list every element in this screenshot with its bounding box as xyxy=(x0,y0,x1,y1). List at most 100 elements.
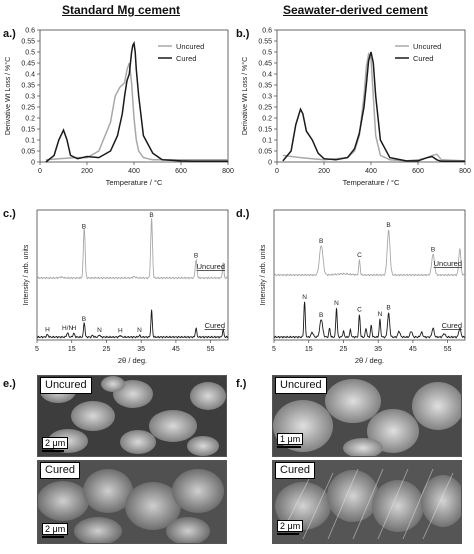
sem-micrograph-texture xyxy=(273,461,461,543)
y-tick-label: 0.55 xyxy=(258,39,272,46)
x-tick-label: 15 xyxy=(305,346,313,353)
peak-label: H/N xyxy=(62,325,74,332)
xrd-chart-standard: 5 15 25 35 45 55 2θ / deg. Intensity / arb. uni… xyxy=(23,209,229,365)
y-tick-label: 0.35 xyxy=(258,83,272,90)
legend-entry: Cured xyxy=(176,54,196,63)
scale-bar: 2 μm xyxy=(42,523,69,538)
peak-label: H xyxy=(45,327,50,334)
xrd-pattern-uncured xyxy=(273,229,466,277)
scale-label: 1 μm xyxy=(277,433,304,445)
peak-label: B xyxy=(82,224,86,231)
peak-label: B xyxy=(82,316,86,323)
scale-label: 2 μm xyxy=(42,437,69,449)
peak-label: N xyxy=(302,294,307,301)
x-tick-label: 600 xyxy=(412,168,424,175)
scale-label: 2 μm xyxy=(42,523,69,535)
y-tick-label: 0.55 xyxy=(21,39,35,46)
scale-bar: 1 μm xyxy=(277,433,304,448)
x-tick-label: 25 xyxy=(340,346,348,353)
panel-label-d: d.) xyxy=(236,208,250,220)
y-axis-label: Intensity / arb. units xyxy=(260,244,267,305)
y-tick-label: 0.3 xyxy=(25,94,35,101)
x-tick-label: 35 xyxy=(137,346,145,353)
peak-label: N xyxy=(97,327,102,334)
series-label-cured: Cured xyxy=(205,321,225,330)
x-tick-label: 400 xyxy=(365,168,377,175)
sem-micrograph-texture xyxy=(38,461,226,543)
peak-label: H xyxy=(71,325,76,332)
plot-frame xyxy=(36,209,229,341)
x-tick-label: 5 xyxy=(35,346,39,353)
x-tick-label: 0 xyxy=(275,168,279,175)
y-tick-label: 0.25 xyxy=(258,105,272,112)
x-tick-label: 400 xyxy=(128,168,140,175)
peak-label: B xyxy=(319,238,323,245)
sem-image-standard-uncured: Uncured 2 μm xyxy=(37,375,227,457)
legend-entry: Uncured xyxy=(413,42,441,51)
y-axis-label: Derivative Wt Loss / %°C xyxy=(4,57,12,135)
y-tick-label: 0.45 xyxy=(258,61,272,68)
x-tick-label: 5 xyxy=(272,346,276,353)
panel-label-e: e.) xyxy=(3,378,16,390)
peak-label: B xyxy=(149,212,153,219)
x-tick-label: 800 xyxy=(222,168,234,175)
panel-label-f: f.) xyxy=(236,378,247,390)
xrd-pattern-cured xyxy=(273,301,466,339)
y-tick-label: 0.35 xyxy=(21,83,35,90)
peak-label: B xyxy=(386,305,390,312)
peak-label: B xyxy=(431,246,435,253)
y-tick-label: 0.4 xyxy=(25,72,35,79)
y-tick-label: 0.15 xyxy=(258,127,272,134)
peak-label: H xyxy=(118,328,123,335)
series-line-cured xyxy=(282,51,465,163)
series-label-uncured: Uncured xyxy=(197,262,225,271)
peak-label: B xyxy=(194,252,198,259)
y-tick-label: 0.6 xyxy=(25,28,35,35)
y-tick-label: 0.3 xyxy=(262,94,272,101)
sem-image-seawater-uncured: Uncured 1 μm xyxy=(272,375,462,457)
x-axis-label: Temperature / °C xyxy=(106,178,163,187)
y-tick-label: 0 xyxy=(31,160,35,167)
left-column-title: Standard Mg cement xyxy=(62,3,181,17)
x-tick-label: 55 xyxy=(207,346,215,353)
x-tick-label: 15 xyxy=(68,346,76,353)
peak-label: B xyxy=(386,222,390,229)
x-tick-label: 0 xyxy=(38,168,42,175)
y-tick-label: 0.45 xyxy=(21,61,35,68)
sem-tag-cured: Cured xyxy=(275,462,315,479)
y-tick-label: 0.1 xyxy=(25,138,35,145)
x-tick-label: 200 xyxy=(81,168,93,175)
scale-label: 2 μm xyxy=(277,520,304,532)
peak-label: N xyxy=(334,300,339,307)
peak-label: C xyxy=(357,307,362,314)
xrd-chart-seawater: 5 15 25 35 45 55 2θ / deg. Intensity / arb. uni… xyxy=(260,209,466,365)
y-axis-label: Intensity / arb. units xyxy=(23,244,30,305)
peak-label: N xyxy=(137,327,142,334)
legend-entry: Cured xyxy=(413,54,433,63)
x-axis-label: 2θ / deg. xyxy=(355,356,384,365)
sem-tag-cured: Cured xyxy=(40,462,80,479)
xrd-pattern-cured xyxy=(36,309,229,339)
sem-image-seawater-cured: Cured 2 μm xyxy=(272,460,462,544)
y-tick-label: 0 xyxy=(268,160,272,167)
scale-bar: 2 μm xyxy=(42,437,69,452)
tga-chart-seawater: 0 0.05 0.1 0.15 0.2 0.25 0.3 0.35 0.4 0.45 0.5 0.55… xyxy=(241,28,471,188)
x-tick-label: 800 xyxy=(459,168,471,175)
x-tick-label: 25 xyxy=(103,346,111,353)
y-tick-label: 0.2 xyxy=(262,116,272,123)
series-label-cured: Cured xyxy=(442,321,462,330)
x-tick-label: 35 xyxy=(374,346,382,353)
peak-label: B xyxy=(319,312,323,319)
x-tick-label: 45 xyxy=(409,346,417,353)
x-tick-label: 200 xyxy=(318,168,330,175)
series-line-cured xyxy=(45,40,228,163)
y-tick-label: 0.4 xyxy=(262,72,272,79)
sem-tag-uncured: Uncured xyxy=(40,377,92,394)
x-axis-label: 2θ / deg. xyxy=(118,356,147,365)
y-tick-label: 0.05 xyxy=(258,149,272,156)
scale-bar: 2 μm xyxy=(277,520,304,535)
panel-label-b: b.) xyxy=(236,28,250,40)
tga-chart-standard: 0 0.05 0.1 0.15 0.2 0.25 0.3 0.35 0.4 0.45 0.5 0.55… xyxy=(4,28,234,188)
y-axis-label: Derivative Wt Loss / %°C xyxy=(241,57,249,135)
y-tick-label: 0.05 xyxy=(21,149,35,156)
